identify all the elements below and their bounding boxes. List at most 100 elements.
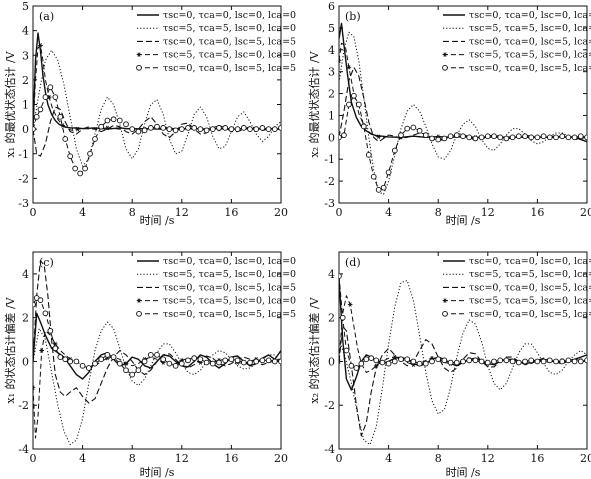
series-point: [453, 359, 460, 366]
series-group: [33, 260, 281, 446]
series-point: [435, 136, 442, 143]
series-point: [265, 126, 272, 132]
series-line-4: [33, 330, 281, 439]
series-point: [429, 358, 435, 365]
y-tick-label: 5: [22, 0, 29, 13]
series-line-2: [339, 31, 587, 195]
series-point: [209, 126, 216, 132]
series-point: [422, 360, 429, 367]
legend-label: τsc=5, τca=5, lsc=0, lca=0: [163, 23, 296, 34]
y-tick-label: 1: [22, 99, 29, 112]
series-point: [154, 123, 160, 130]
y-tick-label: 2: [22, 74, 29, 87]
series-point: [509, 134, 516, 141]
series-point: [484, 133, 491, 140]
series-point: [228, 126, 235, 132]
series-point: [472, 135, 479, 142]
legend-label: τsc=5, τca=5, lsc=0, lca=0: [469, 23, 591, 34]
series-point: [191, 125, 198, 131]
series-point: [435, 356, 442, 363]
series-point: [528, 134, 535, 141]
series-point: [116, 117, 123, 124]
series-line-3: [339, 325, 587, 437]
series-point: [52, 94, 59, 100]
series-point: [515, 133, 522, 140]
legend: τsc=0, τca=0, lsc=0, lca=0 τsc=5, τca=5, …: [442, 256, 591, 320]
y-tick-label: 0: [328, 131, 335, 144]
x-tick-label: 20: [274, 206, 288, 219]
series-point: [154, 352, 160, 358]
series-point: [135, 367, 142, 374]
series-point: [172, 127, 179, 134]
series-point: [339, 273, 342, 279]
series-point: [57, 354, 64, 360]
series-point: [398, 356, 404, 363]
series-point: [265, 357, 272, 364]
series-point: [185, 125, 191, 131]
legend-marker: [136, 64, 142, 71]
series-point: [197, 126, 204, 132]
series-point: [259, 357, 266, 364]
series-point: [534, 134, 541, 141]
series-point: [484, 359, 491, 366]
legend-label: τsc=0, τca=0, lsc=0, lca=0: [469, 256, 591, 267]
series-point: [385, 169, 392, 176]
legend-label: τsc=5, τca=5, lsc=0, lca=0: [163, 269, 296, 280]
series-point: [57, 113, 64, 120]
series-point: [398, 132, 404, 138]
series-point: [141, 127, 148, 134]
y-tick-label: 4: [328, 268, 335, 281]
legend-marker: [442, 298, 448, 303]
x-tick-label: 12: [481, 206, 495, 219]
series-point: [429, 135, 435, 142]
y-tick-label: 3: [328, 66, 335, 79]
series-point: [370, 173, 377, 180]
x-tick-label: 20: [580, 206, 591, 219]
series-point: [540, 358, 547, 365]
series-point: [110, 116, 117, 123]
series-point: [503, 357, 510, 364]
series-group: [339, 22, 587, 195]
x-axis-title: 时间 /s: [140, 466, 175, 479]
series-point: [234, 126, 241, 132]
series-point: [247, 126, 253, 132]
legend-marker: [442, 64, 448, 71]
series-point: [228, 356, 235, 363]
series-point: [147, 125, 154, 131]
y-tick-label: 0: [22, 355, 29, 368]
x-tick-label: 16: [530, 206, 544, 219]
series-point: [410, 358, 417, 365]
series-point: [33, 126, 36, 132]
series-point: [373, 357, 380, 364]
series-point: [553, 134, 559, 141]
x-tick-label: 8: [129, 452, 136, 465]
x-tick-label: 8: [435, 206, 442, 219]
series-point: [222, 357, 229, 364]
legend: τsc=0, τca=0, lsc=0, lca=0 τsc=5, τca=5, …: [136, 10, 296, 74]
series-point: [259, 125, 266, 131]
y-tick-label: -4: [324, 443, 335, 456]
legend-label: τsc=5, τca=5, lsc=0, lca=0: [469, 269, 591, 280]
series-point: [216, 359, 222, 366]
series-point: [522, 358, 528, 365]
series-point: [466, 357, 473, 364]
series-point: [497, 357, 504, 364]
series-point: [33, 301, 36, 308]
series-point: [82, 165, 88, 172]
series-point: [67, 358, 74, 365]
series-point: [42, 94, 49, 100]
series-point: [353, 365, 360, 371]
series-point: [98, 356, 105, 363]
series-point: [240, 125, 247, 131]
panel-label: (a): [39, 10, 54, 23]
series-point: [410, 124, 417, 131]
series-line-2: [33, 321, 281, 446]
series-point: [110, 354, 117, 360]
series-point: [67, 153, 74, 160]
series-point: [416, 127, 423, 134]
series-point: [348, 362, 355, 369]
legend-label: τsc=5, τca=5, lsc=0, lca=0: [163, 296, 296, 307]
legend-label: τsc=0, τca=0, lsc=0, lca=0: [469, 10, 591, 21]
